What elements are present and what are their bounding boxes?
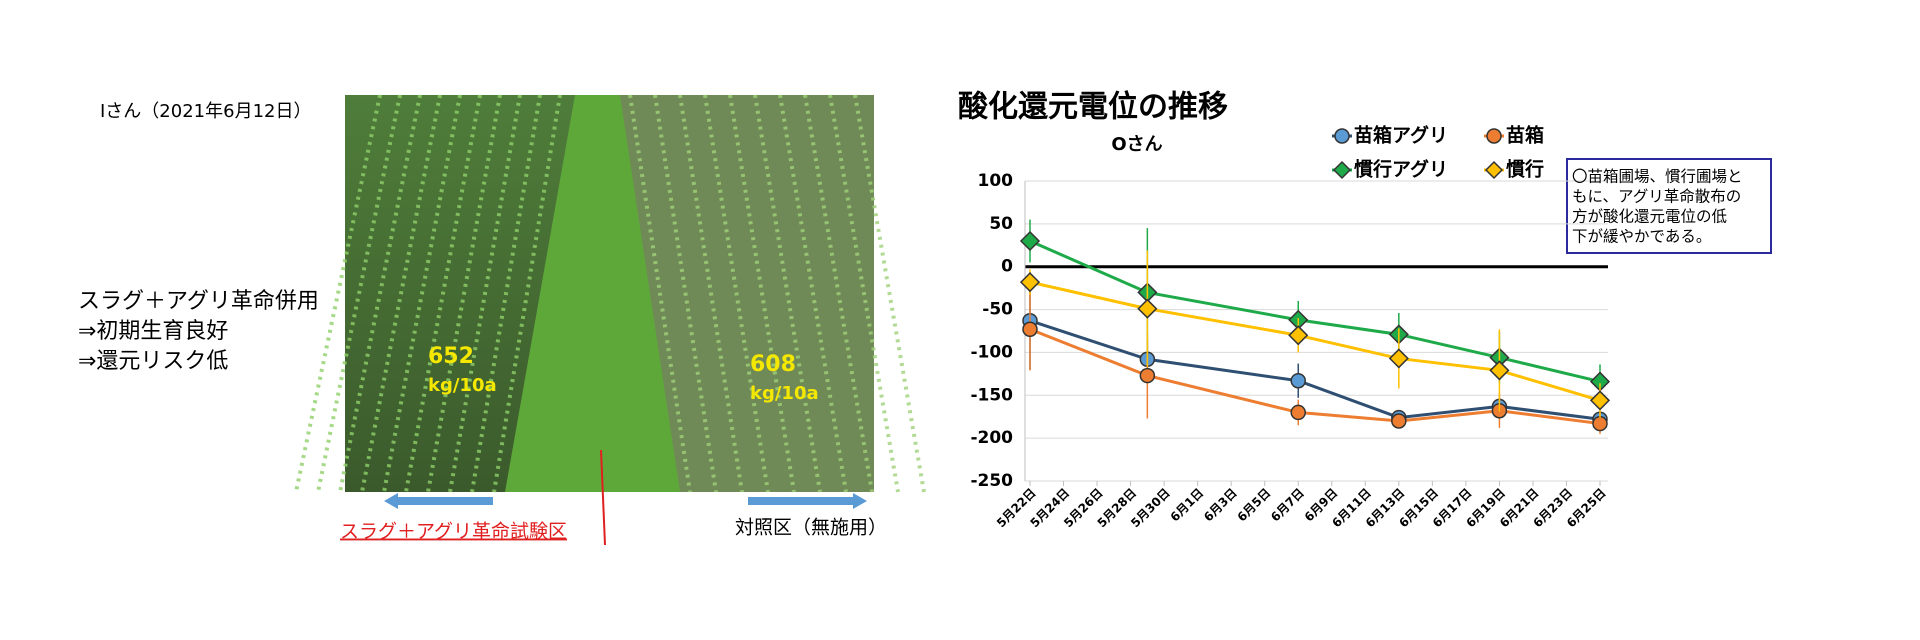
arrow <box>748 493 867 509</box>
x-tick-label: 6月5日 <box>1235 486 1274 525</box>
marker <box>1290 372 1306 389</box>
plant-row <box>703 94 770 493</box>
y-tick-label: -200 <box>970 428 1013 448</box>
note: ⇒初期生育良好 <box>78 319 228 344</box>
x-tick-label: 6月7日 <box>1268 486 1307 525</box>
y-tick-label: 100 <box>978 171 1014 191</box>
field-photo <box>294 94 926 493</box>
plant-row <box>470 94 542 493</box>
marker <box>1391 413 1407 429</box>
yield-unit: kg/10a <box>428 375 497 396</box>
plant-row <box>828 94 900 493</box>
legend-marker <box>1332 160 1352 180</box>
chart-title: 酸化還元電位の推移 <box>958 90 1228 125</box>
y-tick-label: -50 <box>982 300 1013 320</box>
chart-subtitle: Oさん <box>1111 134 1162 155</box>
legend-marker <box>1484 160 1504 180</box>
photo-caption: Iさん（2021年6月12日） <box>100 101 311 122</box>
plant-row <box>678 94 744 493</box>
marker <box>1019 230 1041 252</box>
y-tick-label: -250 <box>970 471 1013 491</box>
control-label: 対照区（無施用） <box>735 517 887 539</box>
plant-row <box>753 94 822 493</box>
marker <box>1290 404 1306 421</box>
plant-row <box>404 94 482 493</box>
yield: 608 <box>750 352 796 377</box>
series-line <box>1029 239 1601 384</box>
plant-row <box>448 94 522 493</box>
plant-row <box>628 94 692 493</box>
legend-label: 慣行アグリ <box>1354 158 1448 181</box>
legend-marker <box>1334 128 1350 144</box>
x-tick-label: 6月1日 <box>1168 486 1207 525</box>
legend-label: 慣行 <box>1506 158 1544 181</box>
marker <box>1288 325 1309 346</box>
note: ⇒還元リスク低 <box>78 349 228 374</box>
marker <box>1139 367 1156 384</box>
marker <box>1137 298 1158 319</box>
grass-strip <box>505 95 680 492</box>
y-tick-label: -100 <box>970 342 1013 362</box>
plant-row <box>803 94 874 493</box>
annotation: もに、アグリ革命散布の <box>1572 188 1741 206</box>
marker <box>1589 390 1611 411</box>
x-tick-label: 6月3日 <box>1201 486 1240 525</box>
marker <box>1388 348 1409 369</box>
y-tick-label: 50 <box>989 214 1013 234</box>
marker <box>1022 321 1038 338</box>
arrow <box>384 493 493 509</box>
legend-marker <box>1486 128 1502 144</box>
series-line <box>1029 319 1601 421</box>
series-line <box>1029 327 1601 426</box>
plant-row <box>316 94 402 493</box>
plant-row <box>728 94 796 493</box>
plant-row <box>853 94 926 493</box>
test-label: スラグ＋アグリ革命試験区 <box>340 521 567 543</box>
yield: 652 <box>428 344 474 369</box>
divider <box>600 449 606 546</box>
yield-unit: kg/10a <box>750 383 819 404</box>
plant-row <box>360 94 442 493</box>
plant-row <box>653 94 718 493</box>
note: スラグ＋アグリ革命併用 <box>78 289 319 314</box>
annotation-box <box>1566 158 1772 254</box>
plant-row <box>426 94 502 493</box>
annotation: 〇苗箱圃場、慣行圃場と <box>1572 168 1743 186</box>
y-tick-label: 0 <box>1001 257 1013 277</box>
y-tick-label: -150 <box>970 385 1013 405</box>
legend-label: 苗箱アグリ <box>1354 124 1448 147</box>
series-line <box>1029 280 1601 402</box>
plant-row <box>382 94 462 493</box>
annotation: 下が緩やかである。 <box>1572 228 1711 246</box>
plant-row <box>492 94 562 493</box>
annotation: 方が酸化還元電位の低 <box>1572 208 1727 226</box>
legend-label: 苗箱 <box>1506 124 1544 147</box>
plant-row <box>338 94 422 493</box>
plant-row <box>778 94 848 493</box>
marker <box>1592 415 1608 432</box>
marker <box>1489 360 1510 381</box>
plant-row <box>294 94 382 493</box>
marker <box>1019 272 1041 293</box>
